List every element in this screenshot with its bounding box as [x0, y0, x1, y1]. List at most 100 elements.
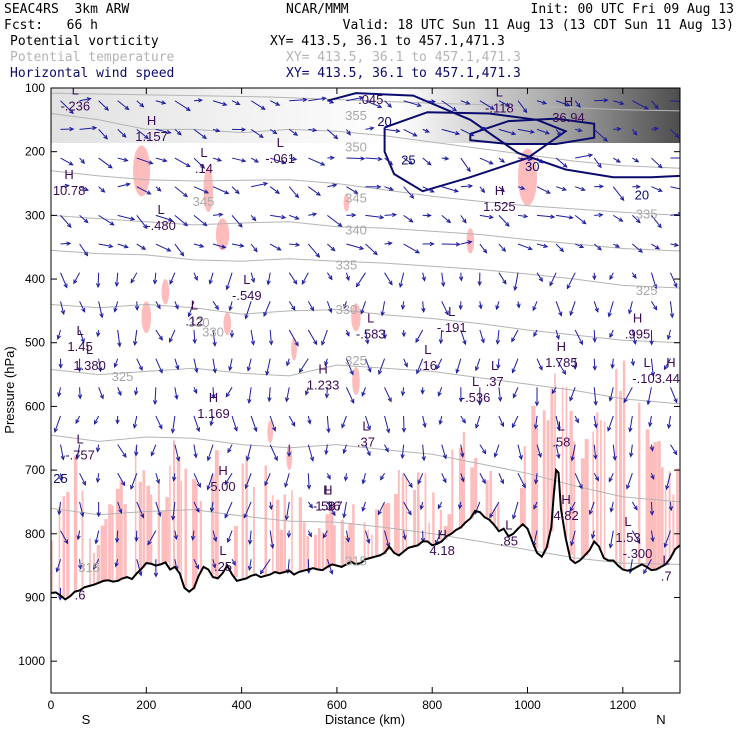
wind-vector-head [226, 537, 231, 544]
pv-shade-column [283, 494, 286, 573]
wind-vector [94, 415, 100, 425]
wind-vector-head [593, 400, 598, 407]
wind-vector [475, 415, 481, 428]
wind-vector [613, 157, 621, 163]
pv-extremum-marker: L [76, 323, 83, 338]
field-theta-xy: XY= 413.5, 36.1 to 457.1,471.3 [286, 50, 521, 65]
wind-vector [380, 473, 385, 480]
wind-vector-head [259, 569, 265, 575]
wind-vector [249, 530, 252, 544]
pv-shade-column [138, 481, 142, 572]
wind-vector [98, 243, 113, 248]
wind-vector [174, 157, 191, 168]
wind-vector [227, 444, 233, 453]
wind-vector [285, 387, 290, 402]
wind-vector [117, 100, 129, 110]
wind-vector-head [221, 244, 227, 249]
wind-vector [381, 301, 386, 316]
wind-vector-head [453, 188, 459, 193]
wind-vector [269, 501, 272, 510]
wind-vector [436, 358, 443, 370]
wind-vector-head [115, 419, 120, 425]
wind-vector-head [275, 101, 281, 106]
wind-vector [669, 501, 672, 511]
wind-vector-head [328, 275, 333, 281]
wind-vector-head [66, 223, 72, 228]
wind-vector-head [130, 484, 135, 491]
wind-vector [670, 444, 678, 455]
wind-vector-head [321, 96, 327, 101]
pv-shade-column [405, 477, 408, 551]
wind-vector [270, 214, 286, 219]
wind-vector [193, 272, 198, 281]
wind-vector [665, 473, 671, 490]
wind-vector [498, 415, 504, 427]
pv-shade-column [317, 528, 321, 570]
wind-vector-head [345, 276, 350, 282]
wind-vector-head [529, 129, 536, 134]
wind-vector [612, 186, 625, 201]
wind-vector-head [523, 213, 529, 219]
wind-vector-head [366, 538, 371, 545]
wind-vector [517, 214, 528, 218]
wind-vector-head [130, 278, 135, 284]
wind-vector [250, 100, 266, 110]
wind-vector-head [657, 187, 663, 192]
pv-shade-column [62, 496, 66, 598]
wind-vector [651, 186, 663, 192]
wind-vector [361, 387, 366, 396]
wind-vector-head [316, 191, 321, 196]
pv-shade-column [81, 490, 84, 590]
wind-vector [307, 243, 320, 258]
wind-vector-head [133, 390, 139, 396]
wind-vector [155, 415, 163, 429]
wind-vector-head [169, 279, 174, 285]
pv-value-label: .995 [625, 326, 650, 341]
pv-value-label: .14 [195, 161, 213, 176]
pv-extremum-marker: H [209, 390, 218, 405]
wind-vector-head [172, 476, 177, 482]
wind-vector-head [598, 184, 605, 189]
wind-vector-head [556, 453, 561, 460]
pv-shade-column [554, 373, 556, 491]
wind-vector-head [618, 217, 624, 222]
wind-vector-head [75, 454, 81, 460]
wind-vector-head [95, 478, 101, 484]
wind-vector [250, 128, 264, 138]
wind-vector [498, 387, 501, 401]
wind-vector-head [66, 241, 72, 246]
wind-vector-head [500, 422, 505, 428]
wind-vector [325, 444, 328, 455]
wind-vector-head [276, 246, 282, 251]
wind-vector [263, 301, 271, 317]
wind-vector-head [537, 452, 542, 459]
wind-vector [440, 329, 443, 344]
wind-vector-head [477, 400, 482, 406]
pv-extremum-marker: H [666, 355, 675, 370]
wind-vector-head [353, 189, 359, 195]
wind-vector [60, 215, 72, 228]
wind-vector-head [391, 212, 398, 218]
pv-shade-column [638, 402, 641, 567]
wind-vector [593, 358, 596, 370]
wind-vector [612, 444, 616, 460]
wind-vector-head [634, 158, 640, 163]
wind-vector-head [608, 396, 613, 402]
wind-vector [402, 301, 405, 309]
wind-vector [497, 329, 500, 344]
x-axis-label: Distance (km) [325, 712, 405, 727]
wind-vector [212, 213, 223, 216]
wind-vector-head [60, 309, 66, 316]
wind-vector-head [342, 448, 347, 455]
pv-shade-column [470, 467, 475, 519]
wind-vector [231, 215, 243, 228]
wind-vector-head [247, 398, 252, 404]
wind-vector-head [650, 371, 656, 377]
wind-vector-head [326, 474, 331, 480]
wind-vector [155, 473, 160, 484]
wind-vector [134, 329, 138, 345]
pv-shade-column [199, 501, 202, 575]
pv-shade-column [89, 538, 91, 587]
pv-shade-blob [203, 167, 214, 213]
wind-vector-head [284, 482, 289, 488]
